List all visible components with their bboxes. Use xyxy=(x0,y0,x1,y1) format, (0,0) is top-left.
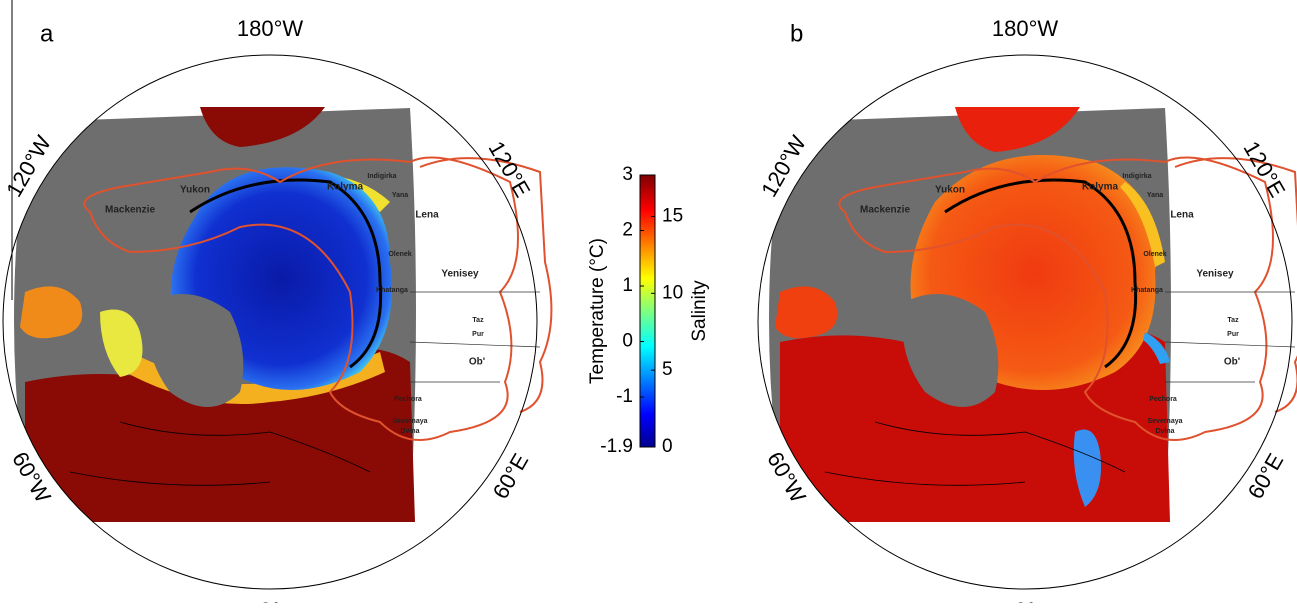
polar-map: Yukon Kolyma Mackenzie Indigirka Yana Lena Ole… xyxy=(1,16,551,603)
river-label: Yenisey xyxy=(1196,269,1234,280)
river-label: Kolyma xyxy=(327,182,364,193)
colorbar: Temperature (°C) Salinity 3210-1-1.91510… xyxy=(587,164,710,457)
tick-label: 0 xyxy=(622,331,633,352)
polar-map: Yukon Kolyma Mackenzie Indigirka Yana Lena Ole… xyxy=(756,16,1297,603)
river-label: Severnaya xyxy=(392,418,427,425)
river-label: Lena xyxy=(1170,210,1194,221)
river-label: Pur xyxy=(1227,331,1239,338)
panel-label: a xyxy=(40,20,54,47)
river-label: Yenisey xyxy=(441,269,479,280)
longitude-label: 60°E xyxy=(1243,449,1289,503)
colorbar-title: Salinity xyxy=(689,280,710,342)
longitude-label: 120°E xyxy=(1239,137,1291,202)
river-label: Lena xyxy=(415,210,439,221)
tick-label: 3 xyxy=(622,164,633,185)
figure: a b Temperature (°C) Salinity 3210-1-1.9… xyxy=(0,0,1297,603)
river-label: Dvina xyxy=(1155,428,1174,435)
tick-label: 0 xyxy=(662,436,673,457)
longitude-label: 180°W xyxy=(237,16,304,41)
tick-label: 2 xyxy=(622,220,633,241)
longitude-label: 180°W xyxy=(992,16,1059,41)
longitude-label: 0° xyxy=(1014,598,1035,603)
longitude-label: 120°E xyxy=(484,137,536,202)
river-label: Indigirka xyxy=(1122,173,1151,180)
river-label: Yukon xyxy=(935,185,965,196)
tick-label: 15 xyxy=(662,206,683,227)
tick-label: 10 xyxy=(662,282,683,303)
river-label: Yukon xyxy=(180,185,210,196)
river-label: Olenek xyxy=(388,251,411,258)
tick-label: 1 xyxy=(622,275,633,296)
river-label: Mackenzie xyxy=(105,205,155,216)
river-label: Yana xyxy=(392,192,408,199)
longitude-label: 0° xyxy=(259,598,280,603)
map-disc xyxy=(769,107,1171,522)
tick-label: -1.9 xyxy=(600,436,633,457)
river-label: Olenek xyxy=(1143,251,1166,258)
map-disc xyxy=(14,107,416,522)
river-label: Severnaya xyxy=(1147,418,1182,425)
river-label: Pechora xyxy=(1149,396,1177,403)
river-label: Ob' xyxy=(1224,357,1240,368)
watershed xyxy=(1175,158,1297,412)
colorbar-ramp xyxy=(640,175,655,447)
river-label: Taz xyxy=(1227,317,1239,324)
colorbar-title: Temperature (°C) xyxy=(587,238,608,384)
panel-label: b xyxy=(790,20,803,47)
river-label: Yana xyxy=(1147,192,1163,199)
tick-label: 5 xyxy=(662,359,673,380)
river-label: Khatanga xyxy=(376,287,408,294)
river-label: Indigirka xyxy=(367,173,396,180)
river-label: Khatanga xyxy=(1131,287,1163,294)
river-label: Pechora xyxy=(394,396,422,403)
river-label: Kolyma xyxy=(1082,182,1119,193)
river-label: Mackenzie xyxy=(860,205,910,216)
river-label: Dvina xyxy=(400,428,419,435)
tick-label: -1 xyxy=(616,386,633,407)
river-label: Taz xyxy=(472,317,484,324)
river-label: Pur xyxy=(472,331,484,338)
longitude-label: 60°E xyxy=(488,449,534,503)
river-label: Ob' xyxy=(469,357,485,368)
